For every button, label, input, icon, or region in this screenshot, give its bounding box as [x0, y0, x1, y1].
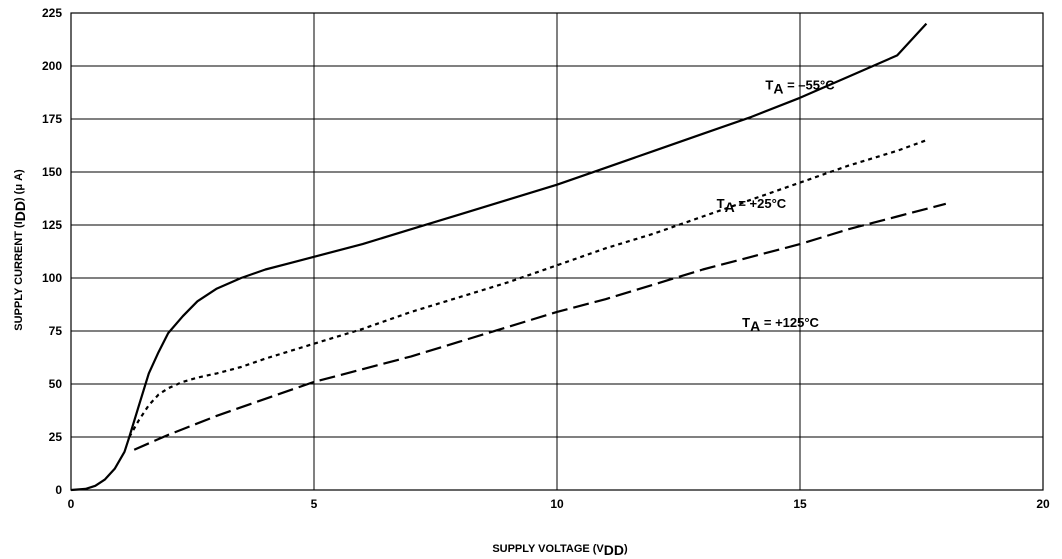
x-tick-label: 15: [793, 497, 807, 511]
series-label: TA = –55°C: [765, 77, 835, 96]
plot-frame: [70, 12, 1044, 491]
y-tick-label: 175: [42, 112, 62, 126]
series-line-solid: [70, 22, 928, 492]
series-labels: TA = –55°C TA = +25°C TA = +125°C: [717, 77, 836, 333]
x-tick-label: 20: [1036, 497, 1050, 511]
series-line-dotted: [128, 139, 927, 438]
y-tick-label: 125: [42, 218, 62, 232]
x-tick-label: 10: [550, 497, 564, 511]
y-tick-label: 50: [49, 377, 63, 391]
grid: [70, 12, 1044, 491]
y-tick-label: 150: [42, 165, 62, 179]
series-group: [70, 22, 947, 492]
y-tick-label: 200: [42, 59, 62, 73]
series-label: TA = +125°C: [742, 315, 819, 334]
y-tick-label: 100: [42, 271, 62, 285]
y-tick-label: 75: [49, 324, 63, 338]
y-tick-label: 25: [49, 430, 63, 444]
tick-labels: 0 25 50 75 100 125 150 175 200 225 0 5 10 15 20: [42, 6, 1050, 511]
y-axis-title: SUPPLY CURRENT (IDD) (μ A): [12, 169, 28, 331]
x-axis-title: SUPPLY VOLTAGE (VDD): [492, 542, 628, 558]
y-tick-label: 0: [55, 483, 62, 497]
y-tick-label: 225: [42, 6, 62, 20]
x-tick-label: 5: [311, 497, 318, 511]
series-label: TA = +25°C: [717, 196, 787, 215]
series-line-dashed: [133, 202, 947, 451]
x-tick-label: 0: [68, 497, 75, 511]
